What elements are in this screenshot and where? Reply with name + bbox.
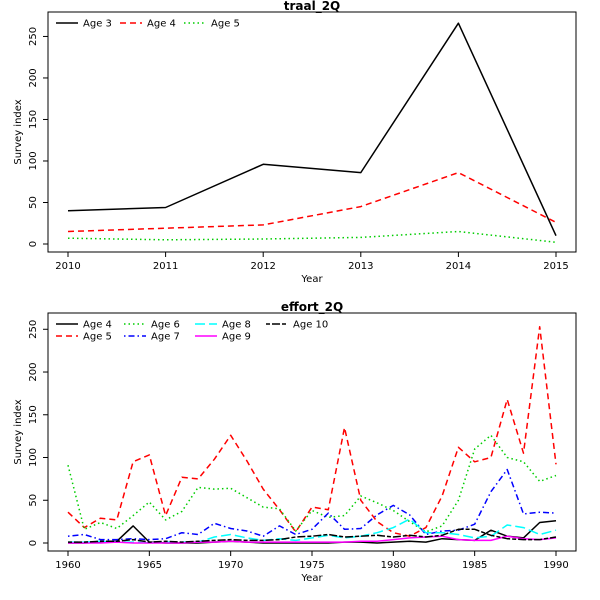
series-line-age-5 <box>67 230 557 244</box>
y-axis: 0 50 100 150 200 250 Survey index <box>13 27 49 247</box>
chart-panel-traal-2q: traal_2Q 2010 2011 2012 2013 2014 2015 Year 0 50 1… <box>13 0 577 285</box>
x-axis: 1960 1965 1970 1975 1980 1985 1990 Year <box>55 550 569 584</box>
x-tick-label: 2010 <box>55 261 80 272</box>
y-tick-label: 0 <box>28 540 39 546</box>
y-tick-label: 0 <box>28 241 39 247</box>
series-line-age-4 <box>67 171 557 233</box>
series-line-age-9 <box>68 535 557 544</box>
chart-panel-effort-2q: effort_2Q 1960 1965 1970 1975 1980 1985 1990 Yea… <box>13 300 577 584</box>
x-axis: 2010 2011 2012 2013 2014 2015 Year <box>55 251 569 285</box>
series-line-age-8 <box>68 518 557 544</box>
chart-title: traal_2Q <box>284 0 341 14</box>
y-tick-label: 50 <box>28 196 39 209</box>
legend-label-age-4: Age 4 <box>83 320 112 331</box>
y-tick-label: 200 <box>28 362 39 381</box>
legend-label-age-9: Age 9 <box>222 332 251 343</box>
x-tick-label: 2015 <box>543 261 568 272</box>
series-line-age-5 <box>67 325 557 537</box>
x-axis-label: Year <box>300 573 323 584</box>
y-tick-label: 150 <box>28 110 39 129</box>
x-tick-label: 2014 <box>446 261 471 272</box>
y-tick-label: 200 <box>28 68 39 87</box>
series-line-age-7 <box>67 468 557 541</box>
legend-label-age-10: Age 10 <box>293 320 328 331</box>
series-line-age-3 <box>67 22 557 237</box>
chart-title: effort_2Q <box>281 300 343 315</box>
x-tick-label: 1985 <box>462 560 487 571</box>
legend-label-age-5: Age 5 <box>211 19 240 30</box>
y-tick-label: 100 <box>28 448 39 467</box>
x-axis-label: Year <box>300 274 323 285</box>
legend-label-age-6: Age 6 <box>151 320 180 331</box>
x-tick-label: 1990 <box>543 560 568 571</box>
y-tick-label: 50 <box>28 494 39 507</box>
x-tick-label: 1960 <box>55 560 80 571</box>
x-tick-label: 2011 <box>153 261 178 272</box>
legend-label-age-8: Age 8 <box>222 320 251 331</box>
legend: Age 3 Age 4 Age 5 <box>56 19 240 30</box>
y-axis-label: Survey index <box>13 99 24 164</box>
x-tick-label: 1980 <box>381 560 406 571</box>
x-tick-label: 1970 <box>218 560 243 571</box>
legend-label-age-5: Age 5 <box>83 332 112 343</box>
x-tick-label: 1975 <box>299 560 324 571</box>
legend-label-age-3: Age 3 <box>83 19 112 30</box>
x-tick-label: 1965 <box>137 560 162 571</box>
y-tick-label: 100 <box>28 151 39 170</box>
x-tick-label: 2012 <box>250 261 275 272</box>
y-axis-label: Survey index <box>13 399 24 464</box>
series-line-age-6 <box>67 434 557 533</box>
y-tick-label: 250 <box>28 27 39 46</box>
y-tick-label: 250 <box>28 320 39 339</box>
legend-label-age-4: Age 4 <box>147 19 176 30</box>
plot-frame <box>47 312 577 552</box>
y-axis: 0 50 100 150 200 250 Survey index <box>13 320 49 546</box>
series-line-age-10 <box>68 528 557 543</box>
legend-label-age-7: Age 7 <box>151 332 180 343</box>
x-tick-label: 2013 <box>348 261 373 272</box>
y-tick-label: 150 <box>28 405 39 424</box>
